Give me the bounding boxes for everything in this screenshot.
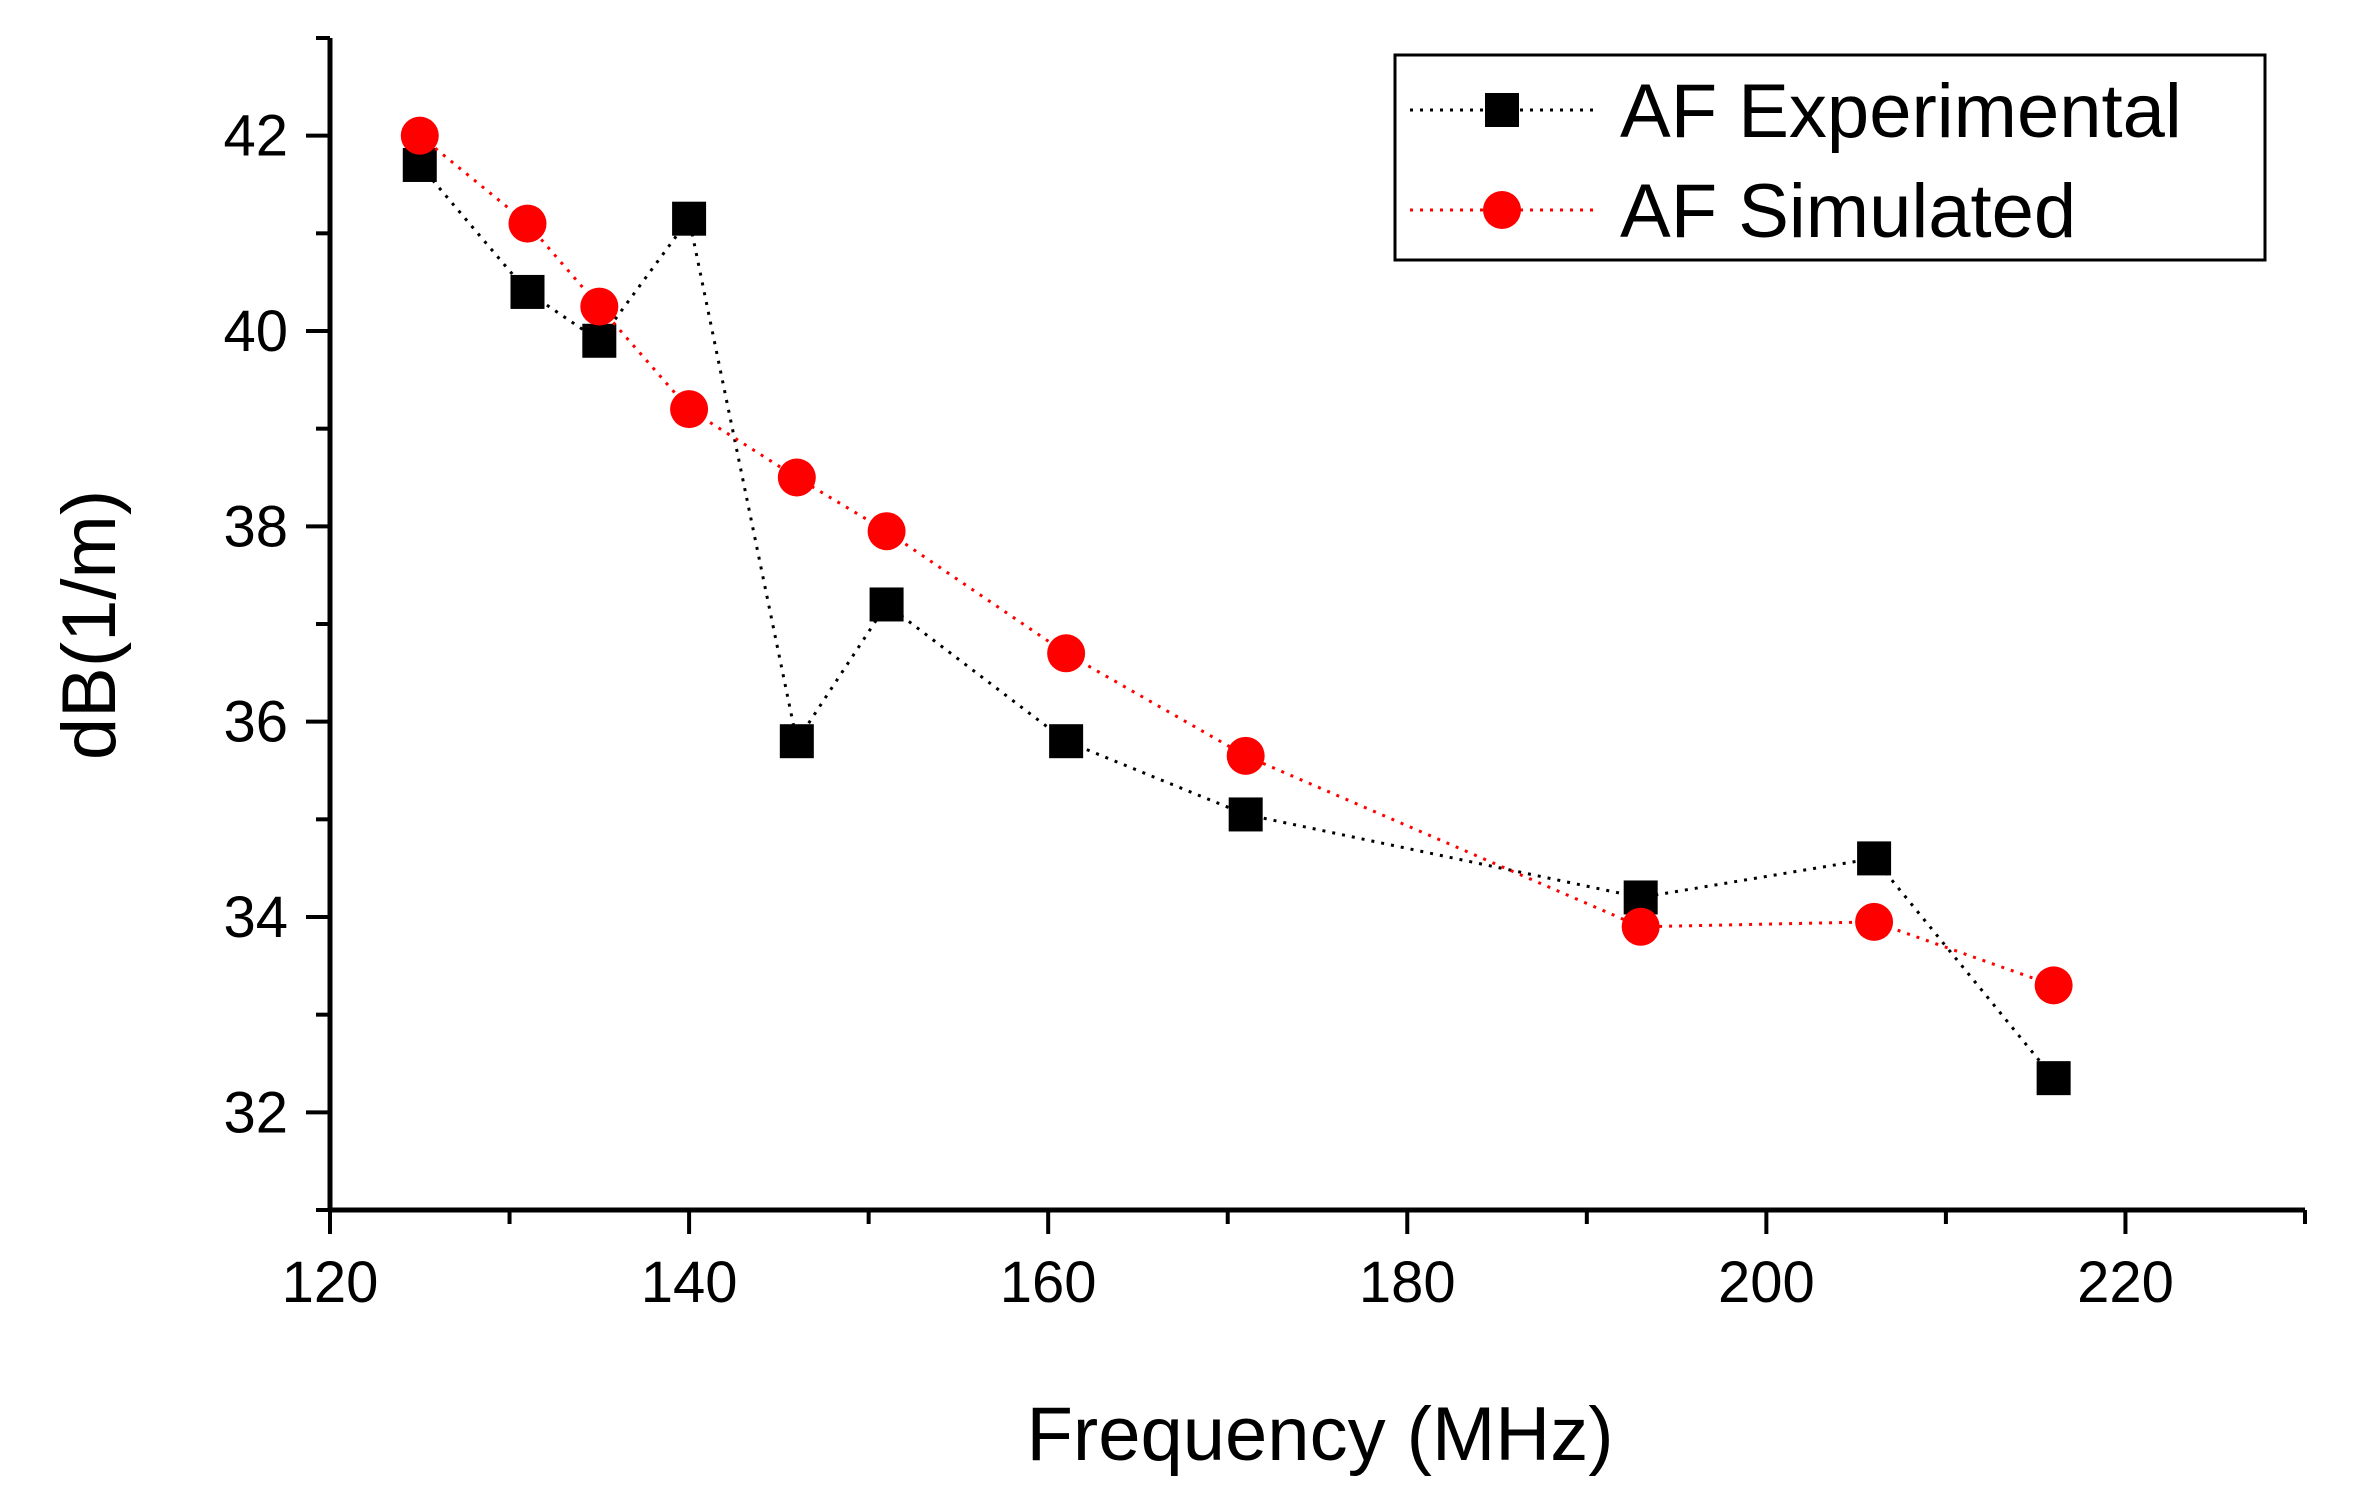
legend-label: AF Simulated — [1620, 169, 2076, 254]
legend-label: AF Experimental — [1620, 69, 2182, 154]
x-tick-label: 160 — [1000, 1250, 1097, 1315]
data-point-square — [2036, 1061, 2071, 1096]
legend-box — [1393, 53, 2267, 262]
data-point-circle — [400, 116, 439, 155]
data-point-circle — [867, 512, 906, 551]
y-tick-label: 38 — [223, 494, 288, 559]
data-point-square — [869, 587, 904, 622]
x-tick-label: 120 — [282, 1250, 379, 1315]
data-point-circle — [508, 204, 547, 243]
y-tick-label: 40 — [223, 299, 288, 364]
data-point-circle — [1226, 736, 1265, 775]
y-tick-label: 42 — [223, 104, 288, 169]
data-point-square — [1228, 797, 1263, 832]
y-tick-label: 32 — [223, 1080, 288, 1145]
series-line-1 — [418, 163, 2055, 1080]
x-tick-label: 180 — [1359, 1250, 1456, 1315]
data-point-circle — [2034, 966, 2073, 1005]
data-point-circle — [580, 287, 619, 326]
x-axis-title: Frequency (MHz) — [1027, 1392, 1614, 1477]
data-point-square — [510, 274, 545, 309]
data-point-circle — [1621, 907, 1660, 946]
x-tick-label: 200 — [1718, 1250, 1815, 1315]
data-point-circle — [1855, 902, 1894, 941]
data-point-square — [582, 323, 617, 358]
legend-marker-square — [1485, 93, 1519, 127]
series-line-2 — [418, 134, 2055, 987]
y-axis-title: dB(1/m) — [47, 490, 132, 760]
y-tick-label: 36 — [223, 690, 288, 755]
data-point-circle — [1047, 634, 1086, 673]
data-point-square — [1049, 724, 1084, 759]
data-point-square — [779, 724, 814, 759]
data-point-circle — [777, 458, 816, 497]
x-tick-label: 140 — [641, 1250, 738, 1315]
axes: 120 140 160 180 200 220 32 34 36 38 40 42 — [223, 36, 2307, 1315]
plot-area — [400, 116, 2073, 1096]
legend: AF Experimental AF Simulated — [1393, 53, 2267, 262]
x-tick-label: 220 — [2077, 1250, 2174, 1315]
data-point-circle — [670, 390, 709, 429]
y-tick-label: 34 — [223, 885, 288, 950]
data-point-square — [672, 201, 707, 236]
legend-marker-circle — [1483, 191, 1521, 229]
data-point-square — [1857, 841, 1892, 876]
